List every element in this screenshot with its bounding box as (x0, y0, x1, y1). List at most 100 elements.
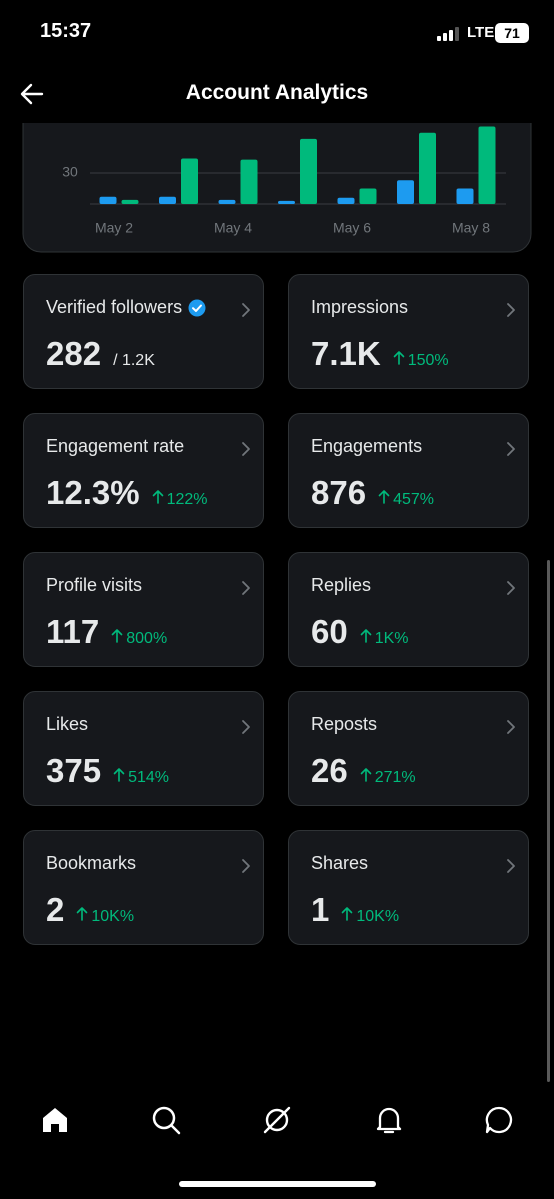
header: 15:37 LTE 71 Account Analytics (0, 0, 554, 123)
metric-value: 60 (311, 613, 348, 650)
up-arrow-icon (393, 351, 405, 365)
up-arrow-icon (360, 768, 372, 782)
change-text: 122% (166, 491, 208, 508)
page-title: Account Analytics (185, 81, 369, 104)
chevron-icon (242, 303, 250, 317)
metric-change: 10K% (76, 906, 134, 926)
chevron-icon (242, 720, 250, 734)
change-text: 10K% (91, 908, 135, 925)
up-arrow-icon (111, 629, 123, 643)
bar (419, 132, 436, 204)
grok-tab[interactable] (262, 1105, 292, 1135)
metric-change: 122% (152, 489, 208, 509)
bar (181, 158, 198, 204)
y-tick-label: 30 (62, 164, 78, 180)
metric-card[interactable]: Verified followers 282 / 1.2K (23, 274, 264, 389)
battery-level: 71 (495, 23, 529, 43)
back-button[interactable] (20, 82, 46, 106)
up-arrow-icon (342, 907, 353, 921)
bottom-nav (0, 1085, 554, 1199)
up-arrow-icon (378, 490, 390, 504)
metric-row: 282 / 1.2K (46, 335, 155, 373)
metric-label: Shares (311, 853, 369, 873)
home-tab[interactable] (40, 1105, 70, 1135)
change-text: 800% (126, 630, 168, 647)
metric-card[interactable]: Shares 1 10K% (288, 830, 529, 945)
bar (218, 199, 236, 204)
status-time: 15:37 (40, 20, 92, 42)
network-label: LTE (467, 24, 495, 41)
metric-row: 375 514% (46, 752, 169, 790)
bar (478, 126, 496, 204)
metric-card[interactable]: Likes 375 514% (23, 691, 264, 806)
bar (300, 138, 317, 204)
metric-total: / 1.2K (113, 352, 155, 369)
metric-card[interactable]: Reposts 26 271% (288, 691, 529, 806)
metric-row: 26 271% (311, 752, 416, 790)
bar (278, 200, 295, 204)
chevron-icon (507, 720, 515, 734)
metric-value: 7.1K (311, 335, 381, 372)
search-tab[interactable] (151, 1105, 181, 1135)
metric-card[interactable]: Impressions 7.1K 150% (288, 274, 529, 389)
metric-row: 7.1K 150% (311, 335, 449, 373)
metric-value: 876 (311, 474, 367, 511)
metric-row: 12.3% 122% (46, 474, 208, 512)
metric-row: 2 10K% (46, 891, 134, 929)
home-indicator (179, 1181, 376, 1187)
metric-label: Reposts (311, 714, 378, 734)
metric-row: 1 10K% (311, 891, 399, 929)
x-tick-label: May 4 (214, 220, 252, 236)
metric-value: 375 (46, 752, 102, 789)
change-text: 271% (374, 769, 416, 786)
x-tick-label: May 8 (452, 220, 490, 236)
notifications-tab[interactable] (374, 1105, 404, 1135)
metric-value: 1 (311, 891, 330, 928)
metric-label: Replies (311, 575, 372, 595)
scrollbar (547, 560, 550, 1082)
change-text: 514% (128, 769, 169, 786)
metric-card[interactable]: Engagement rate 12.3% 122% (23, 413, 264, 528)
metric-change: 514% (113, 767, 169, 787)
metric-label: Likes (46, 714, 89, 734)
metric-value: 12.3% (46, 474, 140, 511)
bar (456, 188, 474, 204)
change-text: 1K% (374, 630, 409, 647)
verified-badge (188, 299, 206, 317)
chevron-icon (242, 859, 250, 873)
metric-card[interactable]: Bookmarks 2 10K% (23, 830, 264, 945)
bar (99, 196, 117, 204)
x-tick-label: May 2 (95, 220, 133, 236)
metric-label: Profile visits (46, 575, 143, 595)
chevron-icon (507, 303, 515, 317)
chevron-icon (507, 581, 515, 595)
metric-label: Impressions (311, 297, 409, 317)
bar (397, 180, 414, 204)
change-text: 10K% (356, 908, 400, 925)
metric-card[interactable]: Replies 60 1K% (288, 552, 529, 667)
chevron-icon (507, 859, 515, 873)
bar (121, 199, 139, 204)
metric-change: 457% (378, 489, 434, 509)
change-text: 150% (407, 352, 449, 369)
chevron-icon (242, 442, 250, 456)
metric-change: 271% (360, 767, 416, 787)
metric-row: 117 800% (46, 613, 167, 651)
bar (240, 159, 258, 204)
metric-change: 800% (111, 628, 167, 648)
up-arrow-icon (77, 907, 88, 921)
metric-value: 282 (46, 335, 102, 372)
metric-change: 10K% (341, 906, 399, 926)
metric-label: Bookmarks (46, 853, 137, 873)
metric-label: Verified followers (46, 297, 206, 318)
x-tick-label: May 6 (333, 220, 371, 236)
metric-card[interactable]: Engagements 876 457% (288, 413, 529, 528)
messages-tab[interactable] (484, 1105, 514, 1135)
metric-label: Engagement rate (46, 436, 185, 456)
metric-card[interactable]: Profile visits 117 800% (23, 552, 264, 667)
chevron-icon (242, 581, 250, 595)
metric-value: 117 (46, 613, 100, 650)
up-arrow-icon (360, 629, 372, 643)
metric-label: Engagements (311, 436, 423, 456)
chevron-icon (507, 442, 515, 456)
